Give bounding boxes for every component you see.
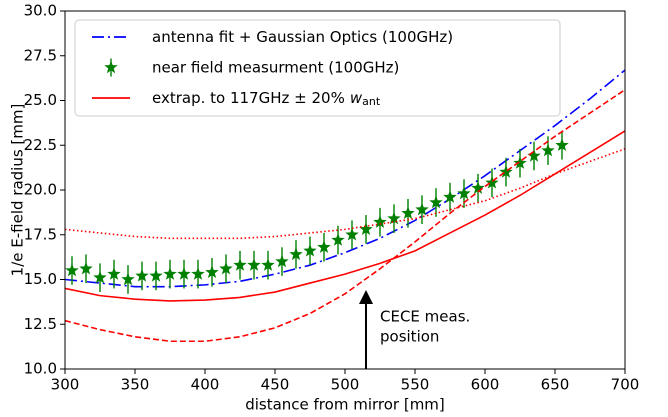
legend-name: near field measurment (100GHz) [152,58,399,76]
star-marker [415,202,429,216]
star-marker [177,267,191,280]
x-tick-label: 600 [471,376,500,394]
star-marker [555,138,569,151]
x-axis-label: distance from mirror [mm] [245,396,445,414]
y-tick-label: 25.0 [24,91,57,109]
y-tick-label: 22.5 [24,136,57,154]
star-marker [79,261,93,275]
star-marker [359,222,373,235]
star-marker [345,227,359,241]
extrap-lower [65,89,625,343]
y-tick-label: 27.5 [24,46,57,64]
star-marker [443,190,457,203]
star-marker [387,211,401,225]
y-tick-label: 30.0 [24,2,57,20]
star-marker [303,243,317,257]
star-marker [149,268,163,282]
y-tick-label: 10.0 [24,360,57,378]
annotation-arrowhead [359,290,373,305]
star-marker [233,258,247,271]
star-marker [247,258,261,271]
star-marker [275,254,289,268]
extrap-upper [65,148,625,240]
x-tick-label: 300 [51,376,80,394]
legend-name: extrap. to 117GHz ± 20% [152,89,345,107]
star-marker [373,215,387,228]
star-marker [429,195,443,209]
star-marker [205,265,219,278]
star-marker [219,261,233,275]
star-marker [261,258,275,271]
star-marker [401,206,415,219]
legend-box [74,19,561,117]
star-marker [163,267,177,280]
x-tick-label: 450 [261,376,290,394]
star-marker [513,156,527,169]
y-tick-label: 17.5 [24,225,57,243]
star-marker [317,240,331,253]
legend-label: extrap. to 117GHz ± 20% want [152,89,381,109]
y-tick-label: 15.0 [24,270,57,288]
fit-line [65,69,625,288]
legend-name: antenna fit + Gaussian Optics (100GHz) [152,28,453,46]
legend-star [104,60,118,74]
star-marker [135,268,149,282]
y-tick-label: 12.5 [24,315,57,333]
star-marker [331,233,345,246]
x-tick-label: 650 [541,376,570,394]
annotation-text: position [380,328,439,346]
legend: antenna fit + Gaussian Optics (100GHz) ne… [74,19,561,117]
extrap-line [65,130,625,302]
star-marker [499,165,513,178]
x-tick-label: 350 [121,376,150,394]
legend-symbol-sub: ant [362,95,381,108]
star-marker [485,175,499,189]
annotation-text: CECE meas. [380,308,470,326]
y-tick-label: 20.0 [24,181,57,199]
legend-label: near field measurment (100GHz) [152,58,399,76]
star-marker [107,267,121,280]
star-marker [65,263,79,277]
x-tick-label: 400 [191,376,220,394]
plot-frame [64,10,626,370]
legend-label: antenna fit + Gaussian Optics (100GHz) [152,28,453,46]
x-tick-label: 700 [611,376,640,394]
x-tick-label: 500 [331,376,360,394]
legend-symbol: w [350,89,363,107]
y-axis-label: 1/e E-field radius [mm] [9,104,27,277]
star-marker [457,186,471,200]
star-marker [527,149,541,162]
star-marker [191,267,205,280]
x-tick-label: 550 [401,376,430,394]
star-marker [541,143,555,157]
star-marker [93,270,107,284]
star-marker [121,272,135,286]
star-marker [471,181,485,194]
star-marker [289,247,303,261]
